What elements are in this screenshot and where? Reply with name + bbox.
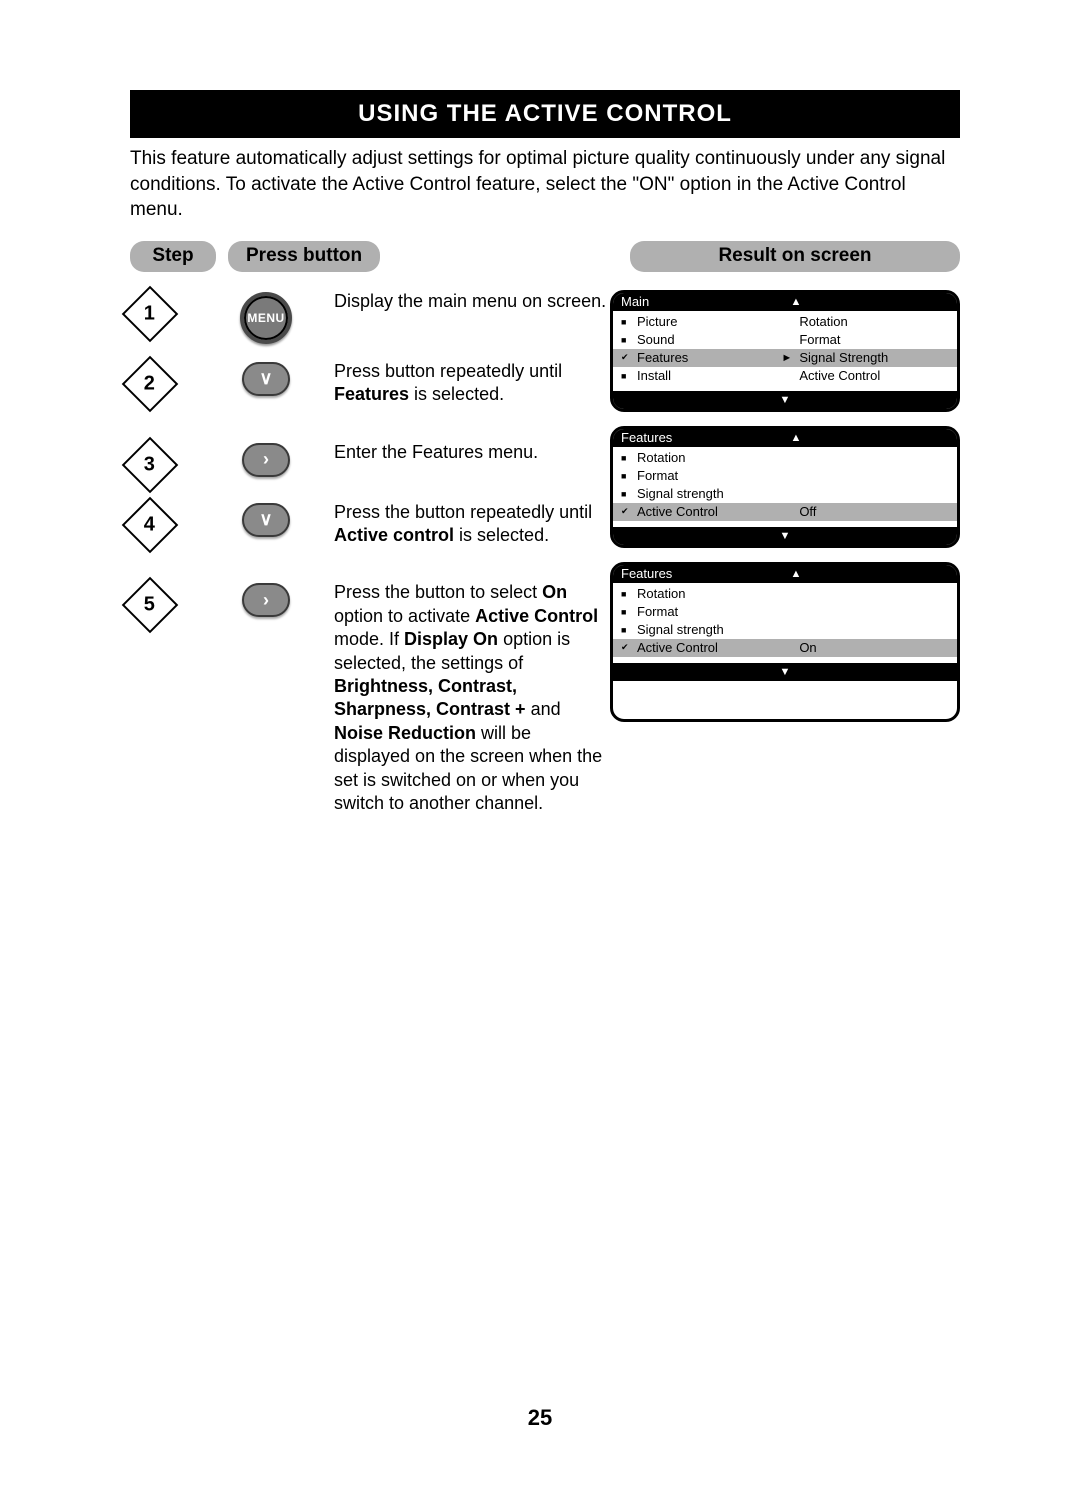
down-button-icon: ∨ <box>242 503 290 537</box>
step-row-2: 2 ∨ Press button repeatedly until Featur… <box>130 360 610 407</box>
step-number-2: 2 <box>122 356 179 413</box>
result-screens-column: Main▲■PictureRotation■SoundFormat✔Featur… <box>610 290 960 736</box>
intro-paragraph: This feature automatically adjust settin… <box>130 146 960 223</box>
menu-button-icon: MENU <box>240 292 292 344</box>
steps-column: 1 MENU Display the main menu on screen. … <box>130 290 610 849</box>
tv-screen-main: Main▲■PictureRotation■SoundFormat✔Featur… <box>610 290 960 412</box>
header-press: Press button <box>228 241 380 272</box>
section-title: USING THE ACTIVE CONTROL <box>130 90 960 138</box>
step-4-text: Press the button repeatedly until Active… <box>334 501 610 548</box>
step-row-5: 5 › Press the button to select On option… <box>130 581 610 815</box>
step-3-text: Enter the Features menu. <box>334 441 610 464</box>
step-number-1: 1 <box>122 286 179 343</box>
page-number: 25 <box>0 1405 1080 1431</box>
tv-screen-features-off: Features▲■Rotation■Format■Signal strengt… <box>610 426 960 548</box>
right-button-icon: › <box>242 583 290 617</box>
step-number-4: 4 <box>122 496 179 553</box>
right-button-icon: › <box>242 443 290 477</box>
step-1-text: Display the main menu on screen. <box>334 290 610 313</box>
step-row-1: 1 MENU Display the main menu on screen. <box>130 290 610 344</box>
step-row-3: 3 › Enter the Features menu. <box>130 441 610 485</box>
header-step: Step <box>130 241 216 272</box>
step-number-3: 3 <box>122 436 179 493</box>
header-result: Result on screen <box>630 241 960 272</box>
tv-screen-features-on: Features▲■Rotation■Format■Signal strengt… <box>610 562 960 722</box>
step-2-text: Press button repeatedly until Features i… <box>334 360 610 407</box>
step-5-text: Press the button to select On option to … <box>334 581 610 815</box>
step-row-4: 4 ∨ Press the button repeatedly until Ac… <box>130 501 610 548</box>
down-button-icon: ∨ <box>242 362 290 396</box>
step-number-5: 5 <box>122 577 179 634</box>
column-headers: Step Press button Result on screen <box>130 241 960 272</box>
